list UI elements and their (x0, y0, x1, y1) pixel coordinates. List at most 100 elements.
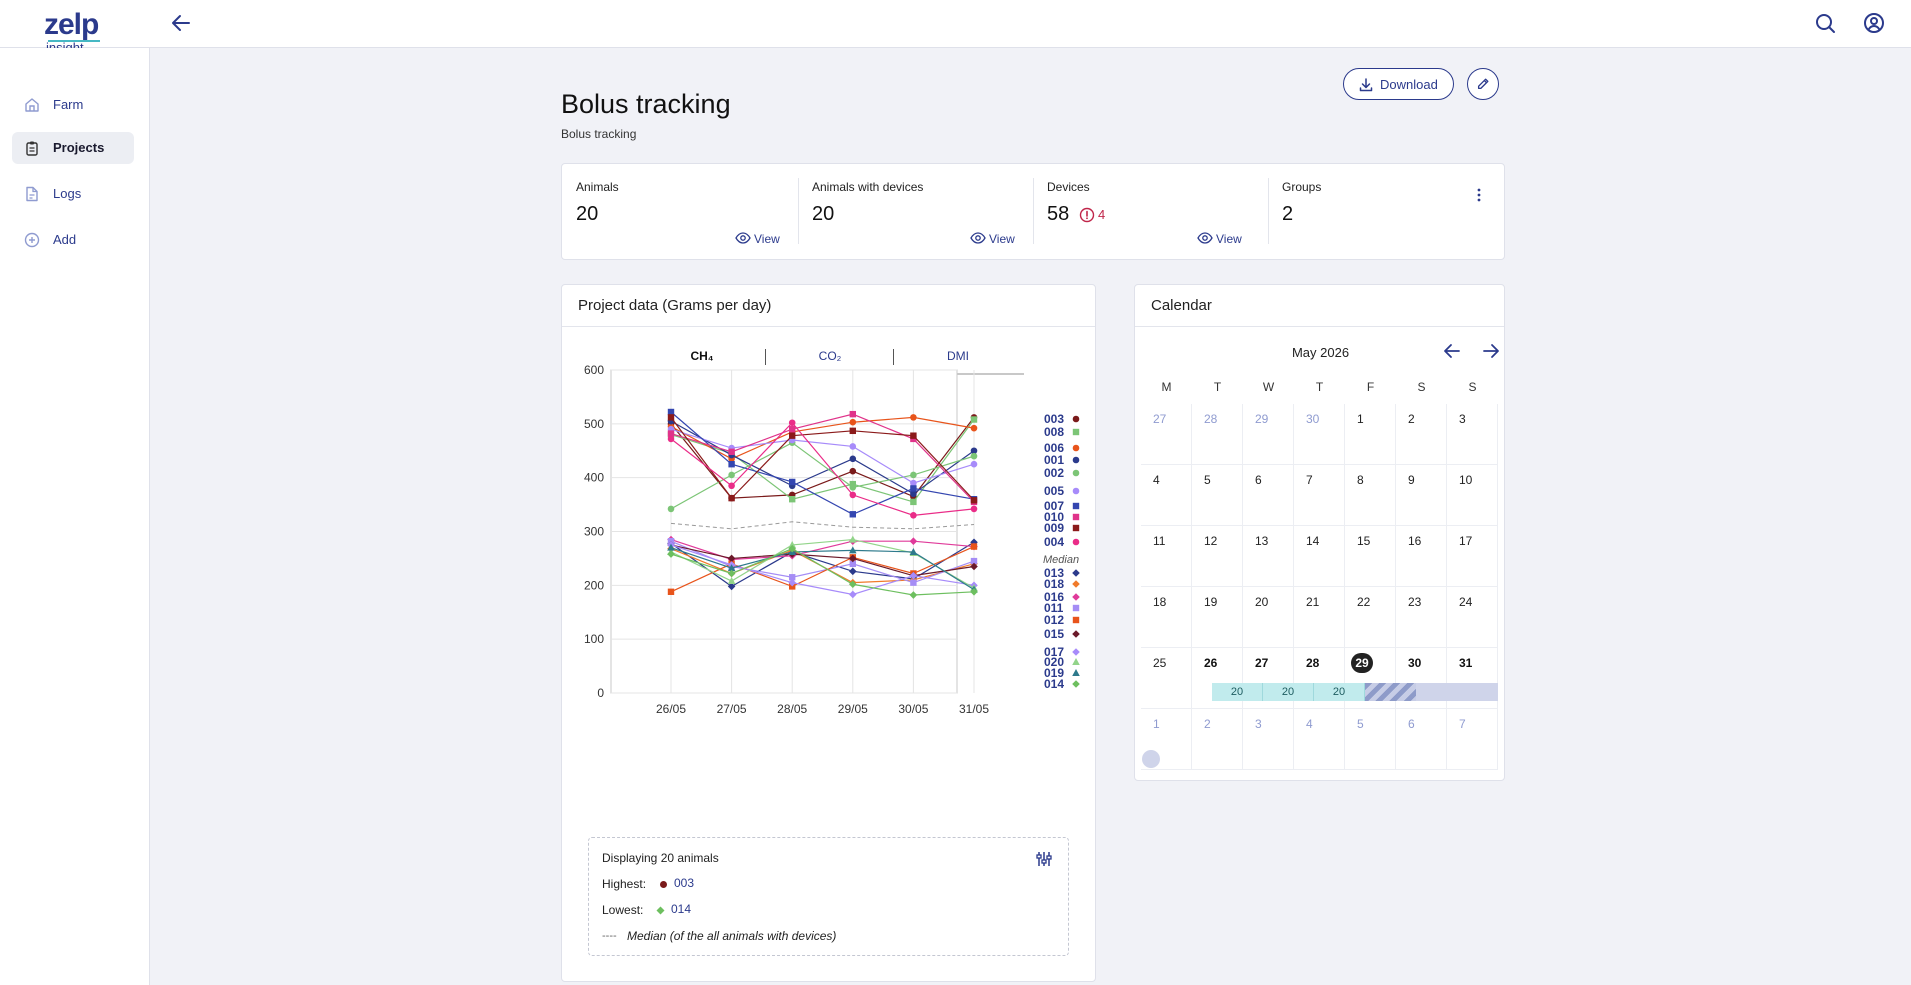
calendar-day[interactable]: 2 (1192, 709, 1243, 770)
calendar-day[interactable]: 3 (1243, 709, 1294, 770)
calendar-event-continuation[interactable] (1142, 750, 1160, 768)
page-title: Bolus tracking (561, 89, 731, 119)
stat-value: 20 (576, 203, 599, 225)
calendar-day[interactable]: 29 (1243, 404, 1294, 465)
calendar-day[interactable]: 7 (1294, 465, 1345, 526)
prev-month-icon[interactable] (1440, 339, 1464, 363)
data-point-009 (728, 494, 735, 502)
edit-button[interactable] (1467, 68, 1499, 100)
filter-sliders-icon[interactable] (1034, 849, 1054, 869)
calendar-event-count[interactable]: 20 (1314, 683, 1365, 701)
legend-label-018: 018 (1044, 577, 1064, 591)
calendar-day[interactable]: 1 (1141, 709, 1192, 770)
calendar-day[interactable]: 23 (1396, 587, 1447, 648)
data-point-008 (789, 496, 796, 503)
sidebar-item-add[interactable]: Add (12, 224, 134, 256)
calendar-day[interactable]: 27 (1243, 648, 1294, 709)
calendar-day[interactable]: 1 (1345, 404, 1396, 465)
calendar-day[interactable]: 6 (1243, 465, 1294, 526)
calendar-day[interactable]: 2 (1396, 404, 1447, 465)
calendar-day[interactable]: 31 (1447, 648, 1498, 709)
clipboard-icon (26, 141, 38, 156)
calendar-day[interactable]: 12 (1192, 526, 1243, 587)
stat-divider (1033, 178, 1034, 244)
tab-co2[interactable]: CO₂ (818, 349, 842, 363)
highest-animal-link[interactable]: 003 (674, 876, 695, 890)
sidebar: Farm Projects Logs Add (0, 48, 150, 985)
legend-label-010: 010 (1044, 510, 1064, 524)
calendar-day[interactable]: 18 (1141, 587, 1192, 648)
stat-divider (1268, 178, 1269, 244)
calendar-day[interactable]: 6 (1396, 709, 1447, 770)
data-point-002 (970, 452, 978, 460)
eye-icon (970, 232, 986, 244)
calendar-day[interactable]: 29 (1345, 648, 1396, 709)
data-point-012 (667, 588, 675, 595)
calendar-day[interactable]: 13 (1243, 526, 1294, 587)
calendar-day[interactable]: 27 (1141, 404, 1192, 465)
more-options-icon[interactable] (1472, 186, 1486, 204)
calendar-day[interactable]: 21 (1294, 587, 1345, 648)
calendar-day[interactable]: 8 (1345, 465, 1396, 526)
calendar-event-future[interactable] (1416, 683, 1498, 701)
day-number: 27 (1153, 412, 1167, 426)
calendar-event-count[interactable]: 20 (1212, 683, 1263, 701)
tab-dmi[interactable]: DMI (947, 349, 969, 363)
data-point-012 (970, 543, 978, 550)
calendar-day[interactable]: 22 (1345, 587, 1396, 648)
next-month-icon[interactable] (1479, 339, 1503, 363)
search-icon[interactable] (1812, 10, 1838, 36)
legend-label-002: 002 (1044, 466, 1064, 480)
calendar-day[interactable]: 5 (1345, 709, 1396, 770)
data-point-011 (910, 579, 917, 586)
sidebar-item-logs[interactable]: Logs (12, 178, 134, 210)
sidebar-item-farm[interactable]: Farm (12, 89, 134, 121)
calendar-day[interactable]: 19 (1192, 587, 1243, 648)
calendar-event-count[interactable]: 20 (1263, 683, 1314, 701)
day-number: 5 (1357, 717, 1364, 731)
calendar-day[interactable]: 5 (1192, 465, 1243, 526)
calendar-day[interactable]: 28 (1192, 404, 1243, 465)
back-arrow-icon[interactable] (168, 10, 194, 36)
calendar-day[interactable]: 16 (1396, 526, 1447, 587)
sidebar-item-projects[interactable]: Projects (12, 132, 134, 164)
tab-ch4[interactable]: CH₄ (690, 349, 714, 363)
data-point-004 (788, 419, 796, 427)
calendar-day[interactable]: 25 (1141, 648, 1192, 709)
calendar-day[interactable]: 20 (1243, 587, 1294, 648)
lowest-animal-link[interactable]: 014 (671, 902, 692, 916)
calendar-day[interactable]: 15 (1345, 526, 1396, 587)
legend-marker-008 (1072, 428, 1080, 436)
day-number: 14 (1306, 534, 1320, 548)
calendar-day[interactable]: 30 (1396, 648, 1447, 709)
calendar-day[interactable]: 3 (1447, 404, 1498, 465)
calendar-day[interactable]: 14 (1294, 526, 1345, 587)
calendar-day[interactable]: 26 (1192, 648, 1243, 709)
series-line-011 (670, 540, 975, 584)
legend-label-014: 014 (1044, 677, 1064, 691)
download-button[interactable]: Download (1343, 68, 1454, 100)
series-line-004 (670, 421, 975, 516)
calendar-day[interactable]: 30 (1294, 404, 1345, 465)
calendar-day[interactable]: 9 (1396, 465, 1447, 526)
calendar-day[interactable]: 11 (1141, 526, 1192, 587)
data-point-010 (728, 448, 735, 456)
displaying-count: Displaying 20 animals (602, 851, 719, 865)
calendar-day[interactable]: 10 (1447, 465, 1498, 526)
data-point-002 (728, 471, 735, 479)
day-number: 10 (1459, 473, 1473, 487)
day-number: 5 (1204, 473, 1211, 487)
weekday-header: S (1417, 380, 1426, 394)
calendar-day[interactable]: 28 (1294, 648, 1345, 709)
legend-marker-020 (1072, 658, 1080, 665)
legend-marker-005 (1072, 487, 1080, 495)
calendar-day[interactable]: 17 (1447, 526, 1498, 587)
calendar-day[interactable]: 4 (1294, 709, 1345, 770)
calendar-day[interactable]: 7 (1447, 709, 1498, 770)
calendar-day[interactable]: 4 (1141, 465, 1192, 526)
calendar-event-today[interactable] (1365, 683, 1416, 701)
data-point-015 (727, 554, 736, 563)
account-icon[interactable] (1861, 10, 1887, 36)
calendar-day[interactable]: 24 (1447, 587, 1498, 648)
series-line-001 (670, 420, 975, 495)
